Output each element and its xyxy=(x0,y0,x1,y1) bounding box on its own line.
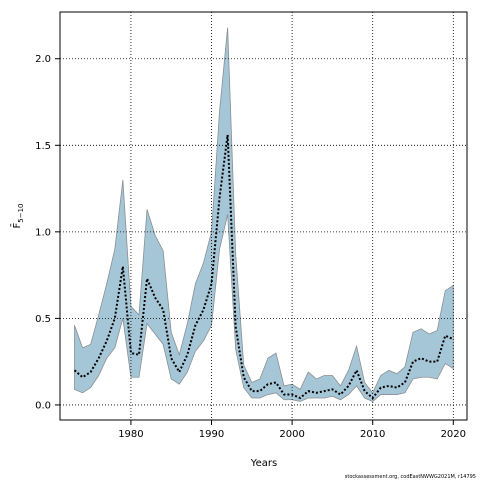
y-axis-label-subscript: 5−10 xyxy=(17,204,25,223)
plot-frame xyxy=(59,11,468,421)
y-tick-label: 1.5 xyxy=(35,141,51,152)
x-tick-label: 2000 xyxy=(279,429,304,440)
x-tick-label: 1980 xyxy=(118,429,143,440)
x-tick-label: 1990 xyxy=(199,429,224,440)
y-tick-label: 1.0 xyxy=(35,227,51,238)
mean-line xyxy=(73,134,454,400)
y-axis-label-main: F̄ xyxy=(10,223,23,229)
y-tick-label: 0.0 xyxy=(35,400,51,411)
y-tick-label: 0.5 xyxy=(35,314,51,325)
footnote: stockassessment.org, codEastNWWG2021M, r… xyxy=(345,474,476,480)
confidence-band xyxy=(74,27,454,402)
x-tick-label: 2010 xyxy=(360,429,385,440)
y-axis-label: F̄5−10 xyxy=(10,204,25,229)
y-tick-label: 2.0 xyxy=(35,54,51,65)
x-tick-label: 2020 xyxy=(441,429,466,440)
x-axis-label: Years xyxy=(250,458,277,469)
